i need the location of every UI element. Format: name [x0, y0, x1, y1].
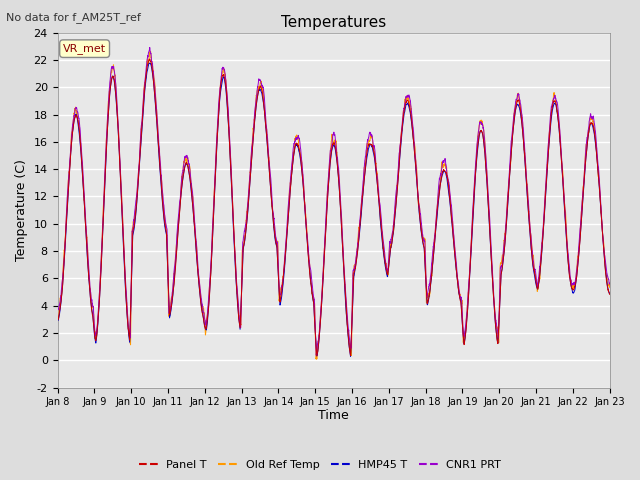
Text: VR_met: VR_met	[63, 43, 106, 54]
Text: No data for f_AM25T_ref: No data for f_AM25T_ref	[6, 12, 141, 23]
X-axis label: Time: Time	[318, 409, 349, 422]
Y-axis label: Temperature (C): Temperature (C)	[15, 159, 28, 261]
Title: Temperatures: Temperatures	[281, 15, 386, 30]
Legend: Panel T, Old Ref Temp, HMP45 T, CNR1 PRT: Panel T, Old Ref Temp, HMP45 T, CNR1 PRT	[134, 456, 506, 474]
